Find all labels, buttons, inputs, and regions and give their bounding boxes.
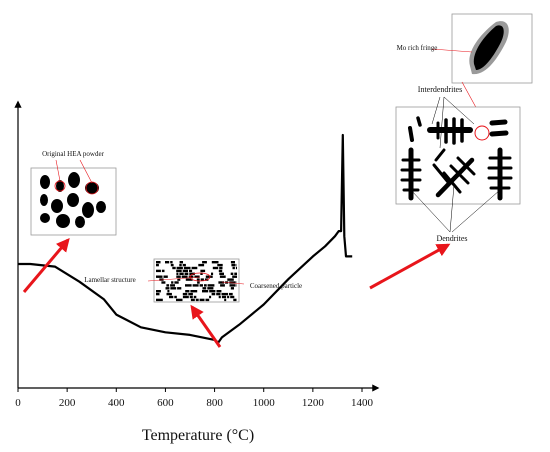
series-line <box>18 133 353 344</box>
x-ticks <box>17 388 363 392</box>
x-tick-label: 0 <box>15 397 21 409</box>
label-dendrites: Dendrites <box>436 234 467 243</box>
x-tick-label: 1200 <box>302 397 325 409</box>
x-tick-label: 1000 <box>253 397 276 409</box>
inset-mo-fringe <box>431 13 533 123</box>
inset-lamellar <box>147 258 245 303</box>
arrow-original-powder <box>22 237 70 293</box>
inset-original-powder <box>30 159 117 236</box>
x-tick-label: 800 <box>206 397 223 409</box>
x-tick-label: 600 <box>157 397 174 409</box>
label-coarsened: Coarsened particle <box>250 282 302 290</box>
label-original-powder: Original HEA powder <box>42 150 104 158</box>
label-mo-fringe: Mo rich fringe <box>397 44 438 52</box>
x-tick-labels: 0 200 400 600 800 1000 1200 1400 <box>15 397 373 409</box>
x-tick-label: 200 <box>59 397 76 409</box>
x-axis-title: Temperature (°C) <box>142 427 254 444</box>
inset-dendrites <box>395 96 521 233</box>
arrow-dendrites <box>369 243 451 290</box>
arrow-lamellar <box>190 304 222 348</box>
x-tick-label: 400 <box>108 397 125 409</box>
x-tick-label: 1400 <box>351 397 374 409</box>
label-lamellar: Lamellar structure <box>84 276 136 284</box>
label-interdendrites: Interdendrites <box>418 85 462 94</box>
